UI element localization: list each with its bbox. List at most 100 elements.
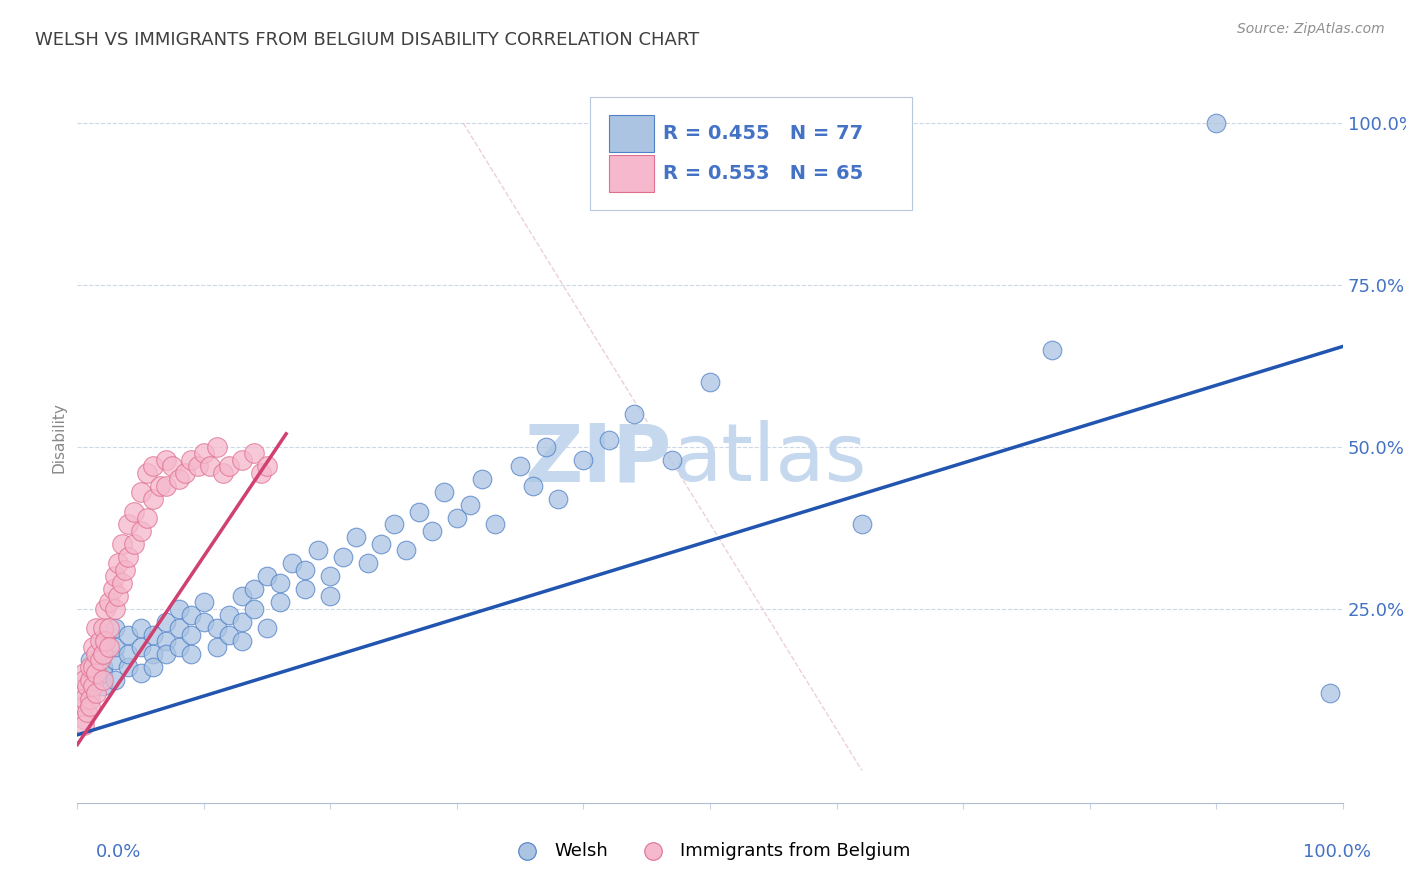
Point [332,549,354,564]
Point [73,698,96,713]
Point [107,589,129,603]
Point [162,459,183,474]
Point [117,517,139,532]
Point [129,621,152,635]
Point [1319,686,1341,700]
Point [73,692,96,706]
Point [180,608,202,623]
Text: R = 0.553   N = 65: R = 0.553 N = 65 [664,164,863,183]
Point [200,459,222,474]
Point [82,660,104,674]
Point [86,666,108,681]
Point [598,434,620,448]
Point [180,627,202,641]
Point [471,472,494,486]
Point [142,627,165,641]
Point [91,647,114,661]
Point [319,589,342,603]
FancyBboxPatch shape [591,97,912,211]
Point [231,452,253,467]
Point [243,601,266,615]
Text: R = 0.455   N = 77: R = 0.455 N = 77 [664,124,863,143]
Point [623,408,645,422]
Point [193,595,215,609]
Point [91,679,114,693]
Point [89,653,111,667]
Point [269,575,291,590]
Y-axis label: Disability: Disability [51,401,66,473]
Point [73,718,96,732]
Point [446,511,468,525]
Point [167,621,190,635]
Text: atlas: atlas [672,420,866,498]
Point [89,634,111,648]
Text: ZIP: ZIP [524,420,672,498]
Point [851,517,873,532]
Point [509,459,531,474]
Point [73,666,96,681]
Point [218,459,240,474]
Point [458,498,481,512]
Point [142,459,165,474]
Point [382,517,405,532]
Point [129,640,152,655]
Point [243,446,266,460]
Point [117,660,139,674]
Point [1040,343,1063,357]
Point [86,686,108,700]
Point [91,621,114,635]
Point [114,563,136,577]
Point [408,504,430,518]
Point [231,615,253,629]
Point [82,679,104,693]
Point [250,466,273,480]
Text: WELSH VS IMMIGRANTS FROM BELGIUM DISABILITY CORRELATION CHART: WELSH VS IMMIGRANTS FROM BELGIUM DISABIL… [35,31,699,49]
Point [73,673,96,687]
Point [155,478,177,492]
Point [104,673,127,687]
Point [79,660,101,674]
Point [124,537,146,551]
Point [243,582,266,597]
Point [94,601,117,615]
Point [104,569,127,583]
Point [136,466,159,480]
Point [79,653,101,667]
Point [94,634,117,648]
Point [357,557,380,571]
Point [186,459,209,474]
Point [79,673,101,687]
Point [256,569,278,583]
Point [98,621,120,635]
Point [86,621,108,635]
Point [534,440,557,454]
Point [256,459,278,474]
Point [111,537,132,551]
Point [117,549,139,564]
FancyBboxPatch shape [609,155,654,193]
Point [104,653,127,667]
Point [155,452,177,467]
Point [117,627,139,641]
Point [231,589,253,603]
Point [193,446,215,460]
Legend: Welsh, Immigrants from Belgium: Welsh, Immigrants from Belgium [502,835,918,867]
Point [155,634,177,648]
Point [211,466,233,480]
Point [155,615,177,629]
Point [76,679,98,693]
Point [76,705,98,719]
Point [91,660,114,674]
Point [180,452,202,467]
Point [142,660,165,674]
Point [205,440,228,454]
Point [661,452,683,467]
Point [91,666,114,681]
Point [91,634,114,648]
Point [73,686,96,700]
Point [218,627,240,641]
Point [433,485,456,500]
Point [104,601,127,615]
Point [547,491,569,506]
Point [73,712,96,726]
